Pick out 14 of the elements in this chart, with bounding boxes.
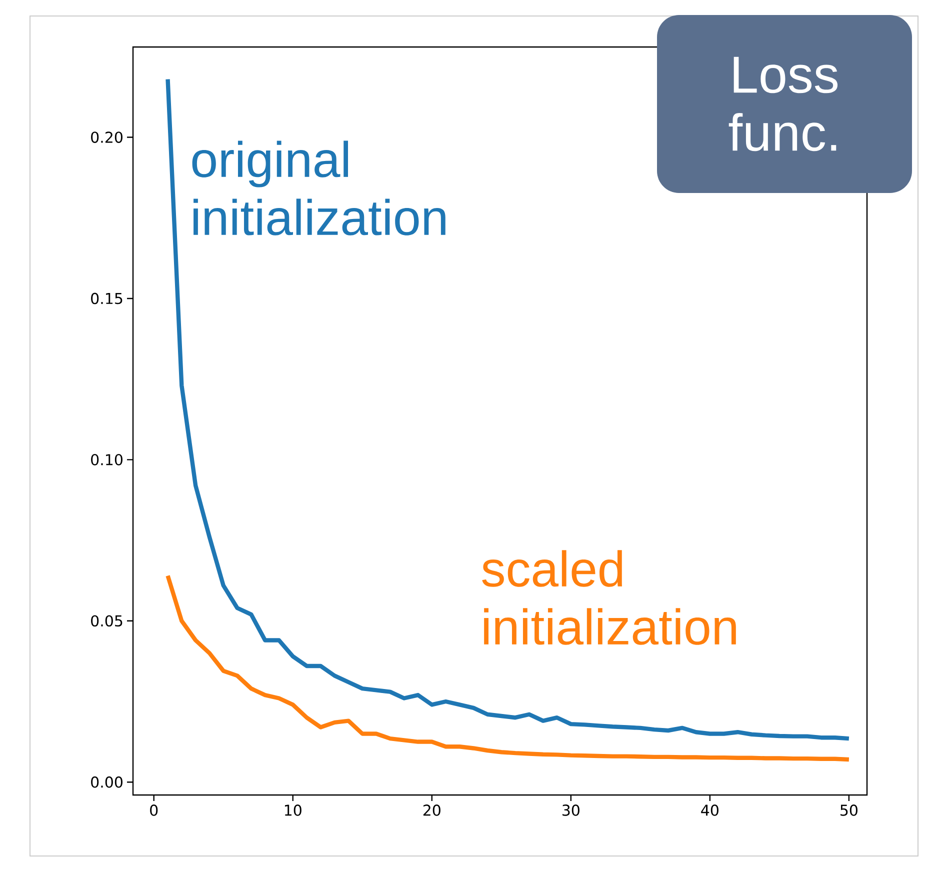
x-tick-label: 50 [840, 804, 858, 816]
x-tick-label: 30 [562, 804, 580, 816]
y-tick-label: 0.10 [91, 454, 122, 466]
text: scaled initialization [482, 550, 736, 645]
x-tick-label: 0 [150, 804, 158, 816]
y-tick-label: 0.00 [91, 776, 122, 788]
y-tick-label: 0.05 [91, 615, 122, 627]
x-tick-label: 10 [284, 804, 302, 816]
x-tick-label: 20 [423, 804, 440, 816]
y-tick-label: 0.15 [91, 292, 122, 304]
y-tick-label: 0.20 [91, 132, 122, 143]
series-label: original initialization [192, 140, 446, 236]
x-tick-label: 40 [701, 804, 718, 816]
text: Loss func. [728, 56, 838, 152]
